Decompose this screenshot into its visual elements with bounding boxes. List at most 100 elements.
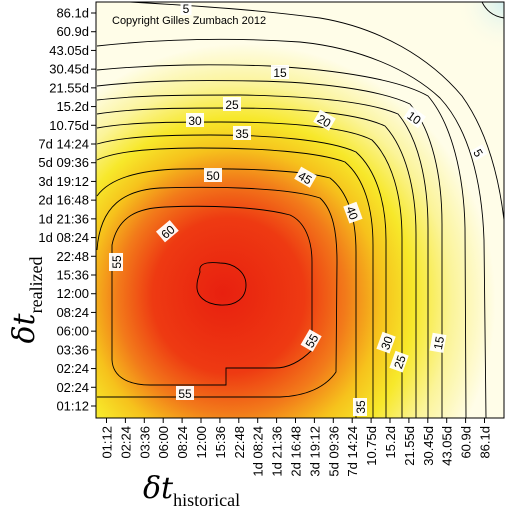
x-tick-label: 60.9d	[459, 426, 474, 459]
contour-label: 55	[300, 329, 322, 352]
svg-text:45: 45	[296, 169, 315, 188]
svg-text:35: 35	[354, 400, 368, 414]
contour-label: 25	[389, 350, 409, 373]
y-tick-label: 02:24	[56, 380, 89, 395]
svg-text:δtrealized: δtrealized	[7, 256, 46, 343]
contour-label: 30	[376, 331, 396, 354]
y-tick-label: 03:36	[56, 342, 89, 357]
contour-label: 55	[176, 386, 194, 401]
y-tick-label: 43.05d	[49, 43, 89, 58]
plot-frame	[95, 1, 505, 419]
contour-label: 15	[429, 332, 447, 353]
y-tick-label: 01:12	[56, 399, 89, 414]
x-tick-label: 15:36	[213, 426, 228, 459]
contour-label: 50	[204, 168, 222, 183]
y-axis-ticks: 01:12 02:24 02:24 03:36 06:00 08:24 12:00 15:36…	[38, 6, 96, 414]
svg-text:30: 30	[188, 114, 202, 128]
y-tick-label: 21.55d	[49, 80, 89, 95]
svg-text:25: 25	[391, 353, 409, 371]
x-tick-label: 10.75d	[364, 426, 379, 466]
y-tick-label: 06:00	[56, 324, 89, 339]
x-tick-label: 30.45d	[421, 426, 436, 466]
x-tick-label: 21.55d	[402, 426, 417, 466]
y-axis-symbol: δt	[7, 312, 42, 343]
svg-text:15: 15	[431, 335, 447, 351]
svg-text:20: 20	[315, 112, 334, 131]
y-tick-label: 22:48	[56, 249, 89, 264]
y-tick-label: 1d 21:36	[38, 211, 89, 226]
y-tick-label: 15.2d	[56, 99, 89, 114]
x-tick-label: 15.2d	[383, 426, 398, 459]
x-tick-label: 03:36	[137, 426, 152, 459]
svg-text:55: 55	[178, 387, 192, 401]
contour-label: 60	[155, 220, 179, 243]
x-axis-subscript: historical	[173, 490, 240, 510]
y-tick-label: 7d 14:24	[38, 137, 89, 152]
contour-label: 5	[180, 1, 192, 16]
x-tick-label: 3d 19:12	[307, 426, 322, 477]
y-tick-label: 60.9d	[56, 24, 89, 39]
contour-label: 15	[271, 65, 289, 80]
contour-30	[96, 107, 417, 418]
y-tick-label: 5d 09:36	[38, 155, 89, 170]
contour-40	[96, 134, 387, 418]
contour-label: 45	[294, 166, 317, 188]
contour-60	[111, 205, 313, 386]
contour-55	[96, 186, 338, 398]
contour-20	[96, 80, 443, 418]
x-tick-label: 2d 16:48	[289, 426, 304, 477]
contour-label: 55	[109, 253, 124, 271]
svg-text:35: 35	[235, 127, 249, 141]
svg-text:30: 30	[378, 334, 396, 352]
x-tick-label: 02:24	[118, 426, 133, 459]
svg-text:5: 5	[183, 2, 190, 16]
x-tick-label: 22:48	[232, 426, 247, 459]
svg-text:40: 40	[343, 204, 361, 222]
x-tick-label: 43.05d	[440, 426, 455, 466]
y-axis-title: δtrealized	[7, 256, 46, 343]
contour-label: 10	[403, 106, 426, 129]
contour-10	[96, 38, 487, 418]
y-tick-label: 3d 19:12	[38, 174, 89, 189]
x-tick-label: 5d 09:36	[326, 426, 341, 477]
x-axis-title: δthistorical	[143, 471, 240, 510]
y-tick-label: 15:36	[56, 268, 89, 283]
contour-label: 35	[233, 126, 251, 141]
y-axis-subscript: realized	[26, 256, 46, 313]
contour-label: 35	[353, 398, 368, 416]
contour-25	[96, 94, 429, 418]
y-tick-label: 1d 08:24	[38, 230, 89, 245]
y-tick-label: 12:00	[56, 286, 89, 301]
contour-15	[96, 64, 467, 418]
contour-65	[196, 262, 247, 306]
contour-lines	[96, 2, 504, 418]
contour-5-corner	[481, 2, 504, 19]
svg-text:55: 55	[303, 331, 322, 350]
svg-text:25: 25	[225, 98, 239, 112]
y-tick-label: 02:24	[56, 361, 89, 376]
copyright-text: Copyright Gilles Zumbach 2012	[112, 15, 266, 27]
y-tick-label: 30.45d	[49, 62, 89, 77]
x-tick-label: 86.1d	[478, 426, 493, 459]
svg-text:55: 55	[110, 255, 124, 269]
contour-5	[129, 2, 504, 221]
contour-45	[96, 147, 374, 418]
corner-tint	[96, 2, 504, 418]
svg-text:50: 50	[206, 169, 220, 183]
contour-label: 20	[313, 109, 336, 131]
x-tick-label: 12:00	[194, 426, 209, 459]
y-tick-label: 86.1d	[56, 6, 89, 21]
contour-35	[96, 121, 403, 418]
svg-text:15: 15	[273, 66, 287, 80]
contour-label: 30	[186, 113, 204, 128]
y-tick-label: 10.75d	[49, 118, 89, 133]
contour-label: 5	[470, 144, 488, 161]
contour-label: 40	[343, 201, 363, 224]
x-axis-ticks: 01:12 02:24 03:36 06:00 08:24 12:00 15:36 22:48…	[100, 418, 493, 477]
x-tick-label: 7d 14:24	[345, 426, 360, 477]
x-tick-label: 08:24	[175, 426, 190, 459]
x-axis-symbol: δt	[143, 471, 174, 506]
contour-label: 25	[223, 97, 241, 112]
